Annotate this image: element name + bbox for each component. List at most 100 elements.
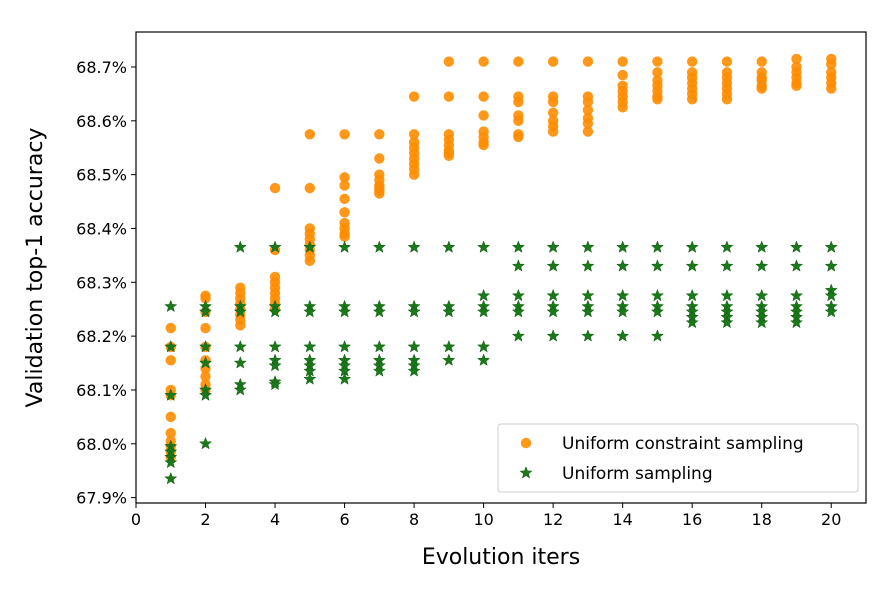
data-point xyxy=(478,139,489,151)
data-point xyxy=(652,67,663,78)
data-point xyxy=(581,288,595,302)
data-point xyxy=(268,304,282,318)
data-point xyxy=(547,96,559,108)
data-point xyxy=(650,259,665,272)
data-point xyxy=(407,364,421,377)
data-point xyxy=(374,153,385,164)
x-tick-label: 16 xyxy=(682,510,702,529)
data-point xyxy=(513,96,524,108)
data-point xyxy=(650,329,665,342)
data-point xyxy=(303,304,317,318)
series-uniform-sampling xyxy=(164,240,838,485)
x-tick-label: 4 xyxy=(270,510,280,529)
data-point xyxy=(372,339,386,353)
data-point xyxy=(165,355,176,366)
data-point xyxy=(824,304,838,318)
data-point xyxy=(200,371,211,382)
x-axis-label: Evolution iters xyxy=(422,545,580,570)
data-point xyxy=(652,94,663,105)
data-point xyxy=(268,240,282,253)
y-axis-ticks: 67.9% 68.0% 68.1% 68.2% 68.3% 68.4% 68.5% 68.6%… xyxy=(76,58,136,508)
data-point xyxy=(164,299,178,313)
legend-box xyxy=(497,423,859,493)
x-tick-label: 2 xyxy=(200,510,210,529)
data-point xyxy=(478,110,489,121)
data-point xyxy=(339,180,350,191)
data-point xyxy=(303,339,317,353)
y-tick-label: 68.7% xyxy=(76,58,127,77)
series-uniform-constraint-sampling xyxy=(165,53,837,463)
data-point xyxy=(546,240,560,253)
y-tick-label: 67.9% xyxy=(76,489,127,508)
data-point xyxy=(791,53,802,65)
data-point xyxy=(826,59,837,70)
data-point xyxy=(789,259,804,272)
data-point xyxy=(511,240,525,253)
data-point xyxy=(650,240,665,253)
data-point xyxy=(547,107,559,118)
y-axis-label: Validation top-1 accuracy xyxy=(23,128,48,408)
data-point xyxy=(233,383,247,396)
data-point xyxy=(686,94,698,105)
data-point xyxy=(200,293,211,304)
x-tick-label: 0 xyxy=(131,510,141,529)
y-tick-label: 68.6% xyxy=(76,112,127,131)
data-point xyxy=(616,304,630,318)
data-point xyxy=(442,353,456,366)
data-point xyxy=(478,91,489,102)
data-point xyxy=(617,56,628,67)
data-point xyxy=(198,356,213,369)
data-point xyxy=(164,388,178,401)
data-point xyxy=(616,329,630,342)
data-point xyxy=(337,304,352,318)
data-point xyxy=(337,372,352,385)
data-point xyxy=(164,339,178,353)
data-point xyxy=(268,339,282,353)
data-point xyxy=(582,96,594,108)
data-point xyxy=(198,339,213,353)
data-point xyxy=(407,240,421,253)
y-tick-label: 68.2% xyxy=(76,327,127,346)
data-point xyxy=(443,91,455,102)
data-point xyxy=(824,288,838,302)
data-point xyxy=(546,329,560,342)
y-tick-label: 68.5% xyxy=(76,166,127,185)
data-point xyxy=(165,427,176,439)
x-tick-label: 10 xyxy=(473,510,493,529)
data-point xyxy=(268,358,282,372)
data-point xyxy=(442,339,456,353)
data-point xyxy=(198,436,213,450)
data-point xyxy=(616,240,630,253)
y-tick-label: 68.4% xyxy=(76,219,127,238)
data-point xyxy=(581,304,595,318)
data-point xyxy=(407,339,421,353)
legend-entry: Uniform constraint sampling xyxy=(520,434,804,454)
data-point xyxy=(581,329,595,342)
data-point xyxy=(582,126,594,137)
legend-entry: Uniform sampling xyxy=(519,464,713,484)
data-point xyxy=(304,129,316,140)
x-tick-label: 14 xyxy=(612,510,632,529)
data-point xyxy=(337,240,352,253)
data-point xyxy=(269,182,281,194)
data-point xyxy=(652,56,663,67)
data-point xyxy=(165,322,176,334)
legend-marker xyxy=(519,466,533,479)
data-point xyxy=(337,339,352,353)
legend-label: Uniform constraint sampling xyxy=(562,434,804,454)
data-point xyxy=(789,240,804,253)
data-point xyxy=(408,169,420,180)
data-point xyxy=(478,56,489,67)
data-point xyxy=(720,288,734,302)
data-point xyxy=(477,339,491,353)
data-point xyxy=(720,315,734,329)
data-point xyxy=(164,471,178,485)
data-point xyxy=(165,411,176,423)
plot-frame xyxy=(135,31,867,504)
data-point xyxy=(685,259,699,272)
y-tick-label: 68.1% xyxy=(76,381,127,400)
data-point xyxy=(582,56,594,67)
data-point xyxy=(546,259,560,272)
data-point xyxy=(826,83,837,94)
data-point xyxy=(372,240,386,253)
